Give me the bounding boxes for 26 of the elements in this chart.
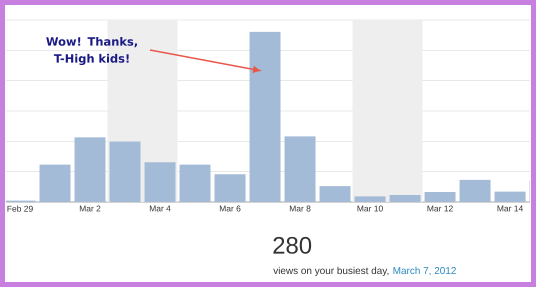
bar	[494, 192, 526, 202]
annotation: Wow! Thanks, T-High kids!	[46, 36, 137, 66]
bar	[110, 141, 141, 202]
bar	[320, 186, 351, 202]
bar	[284, 136, 316, 202]
bar	[354, 196, 386, 202]
bar	[250, 32, 281, 202]
x-tick-label: Feb 29	[8, 206, 33, 212]
text: March 7, 2012	[394, 266, 456, 276]
bar	[424, 192, 456, 202]
x-tick-label: Mar 8	[290, 206, 310, 212]
x-tick-label: Mar 2	[80, 206, 100, 212]
bar	[214, 174, 246, 202]
bar	[390, 195, 421, 202]
bar	[144, 162, 176, 202]
x-tick-label: Mar 4	[150, 206, 171, 212]
text: 280	[273, 236, 312, 254]
x-tick-label: Mar 10	[358, 206, 383, 212]
bar	[180, 164, 211, 202]
text: views on your busiest day,	[273, 266, 388, 276]
x-tick-label: Mar 12	[428, 206, 453, 212]
bar	[40, 164, 71, 202]
bar	[460, 180, 491, 202]
bar	[74, 137, 106, 202]
x-tick-label: Mar 6	[220, 206, 240, 212]
x-tick-label: Mar 14	[498, 206, 523, 212]
